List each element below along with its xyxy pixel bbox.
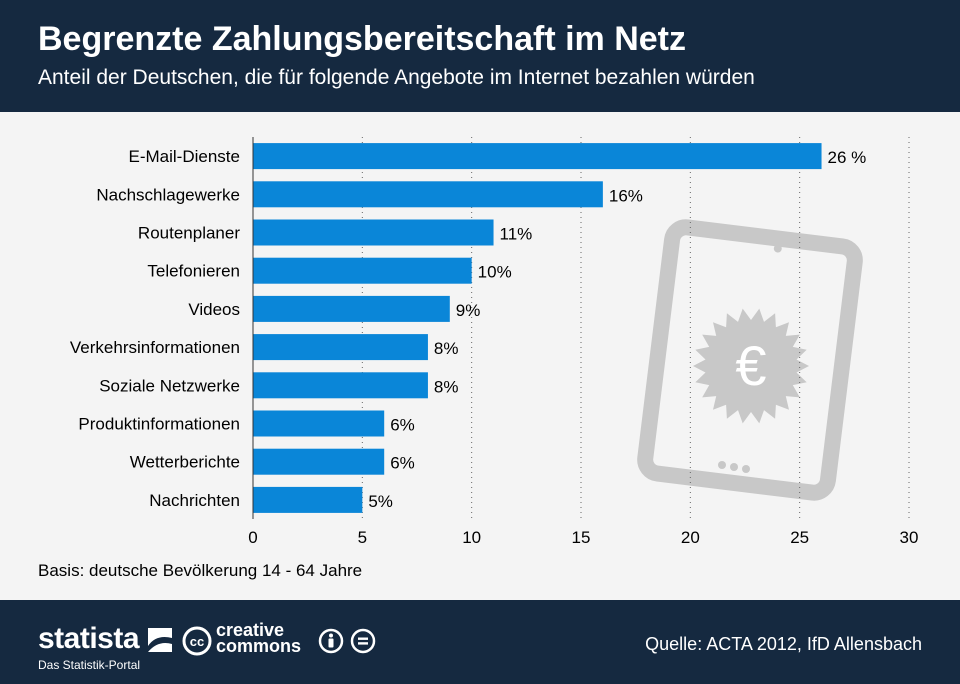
bar xyxy=(253,143,822,170)
creative-commons-text: creative commons xyxy=(216,620,302,656)
x-axis-ticks: 0 5 10 15 20 25 30 xyxy=(248,528,918,547)
x-tick-label: 25 xyxy=(790,528,809,547)
x-tick-label: 10 xyxy=(462,528,481,547)
bars xyxy=(253,143,822,513)
value-label: 16% xyxy=(609,186,643,205)
category-label: Produktinformationen xyxy=(78,415,240,434)
svg-text:cc: cc xyxy=(190,634,204,649)
source-note: Quelle: ACTA 2012, IfD Allensbach xyxy=(645,634,922,654)
cc-line-2: commons xyxy=(216,636,302,656)
footer: statista Das Statistik-Portal cc creativ… xyxy=(0,600,960,684)
bar-chart: € E-Mail-Dienste Nachschlagewerke Routenpl… xyxy=(70,137,918,547)
bar xyxy=(253,295,450,322)
category-labels: E-Mail-Dienste Nachschlagewerke Routenplan… xyxy=(70,147,240,510)
value-label: 8% xyxy=(434,339,459,358)
attribution-icon xyxy=(318,628,344,654)
x-tick-label: 30 xyxy=(900,528,919,547)
value-label: 6% xyxy=(390,454,415,473)
tablet-dot-1 xyxy=(718,461,726,469)
x-tick-label: 0 xyxy=(248,528,257,547)
tablet-dot-3 xyxy=(742,465,750,473)
tablet-dot-2 xyxy=(730,463,738,471)
category-label: Nachrichten xyxy=(149,491,240,510)
category-label: Verkehrsinformationen xyxy=(70,338,240,357)
page-subtitle: Anteil der Deutschen, die für folgende A… xyxy=(38,66,755,89)
category-label: Videos xyxy=(188,300,240,319)
value-label: 26 % xyxy=(828,148,867,167)
value-label: 8% xyxy=(434,377,459,396)
value-label: 5% xyxy=(368,492,393,511)
no-derivatives-icon xyxy=(350,628,376,654)
value-label: 10% xyxy=(478,263,512,282)
value-label: 11% xyxy=(500,225,533,244)
value-label: 9% xyxy=(456,301,481,320)
page-title: Begrenzte Zahlungsbereitschaft im Netz xyxy=(38,20,687,58)
creative-commons-icon: cc xyxy=(182,626,212,656)
value-labels: 26 % 16% 11% 10% 9% 8% 8% 6% 6% 5% xyxy=(368,148,866,511)
category-label: Telefonieren xyxy=(147,262,240,281)
portal-tagline: Das Statistik-Portal xyxy=(38,658,141,672)
x-tick-label: 20 xyxy=(681,528,700,547)
bar xyxy=(253,334,428,361)
euro-icon: € xyxy=(735,334,766,397)
category-label: Wetterberichte xyxy=(130,453,240,472)
bar xyxy=(253,410,385,437)
category-label: Routenplaner xyxy=(138,224,240,243)
x-tick-label: 15 xyxy=(572,528,591,547)
x-tick-label: 5 xyxy=(358,528,367,547)
category-label: E-Mail-Dienste xyxy=(129,147,240,166)
statista-logo[interactable]: statista xyxy=(38,622,140,655)
starburst-badge xyxy=(693,308,809,424)
bar xyxy=(253,257,472,284)
tablet-euro-icon: € xyxy=(637,219,863,501)
statista-flag-icon xyxy=(148,628,172,652)
bar xyxy=(253,486,363,513)
basis-note: Basis: deutsche Bevölkerung 14 - 64 Jahr… xyxy=(38,561,363,580)
bar xyxy=(253,372,428,399)
value-label: 6% xyxy=(390,416,415,435)
category-label: Soziale Netzwerke xyxy=(99,376,240,395)
cc-line-1: creative xyxy=(216,620,285,640)
category-label: Nachschlagewerke xyxy=(96,185,240,204)
header: Begrenzte Zahlungsbereitschaft im Netz A… xyxy=(0,0,960,112)
camera-dot xyxy=(773,244,782,253)
grid-lines xyxy=(361,137,910,519)
bar xyxy=(253,181,603,208)
bar xyxy=(253,448,385,475)
bar xyxy=(253,219,494,246)
